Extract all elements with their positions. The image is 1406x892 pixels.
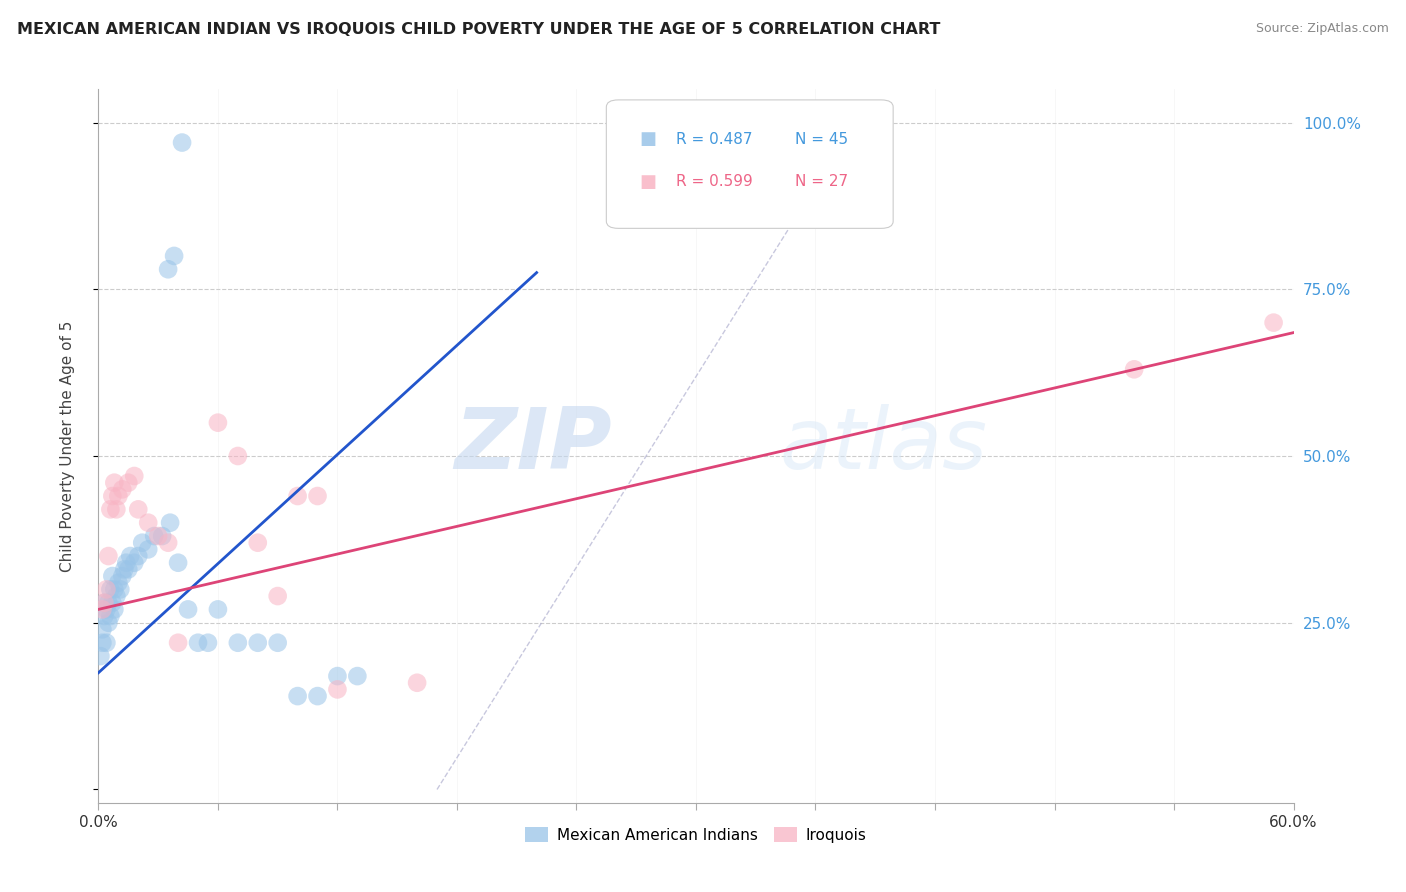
Point (101, 489, 124, 503)
Point (107, 489, 129, 503)
Point (267, 636, 290, 650)
Point (103, 475, 125, 490)
Point (115, 556, 138, 570)
Point (101, 596, 124, 610)
Point (346, 669, 368, 683)
Text: N = 27: N = 27 (796, 175, 848, 189)
Point (226, 449, 249, 463)
Point (157, 262, 180, 277)
Point (117, 475, 139, 490)
Text: ZIP: ZIP (454, 404, 613, 488)
Point (246, 535, 269, 549)
Text: ■: ■ (640, 173, 657, 191)
Point (91, 623, 114, 637)
Point (111, 483, 134, 497)
Point (1123, 362, 1146, 376)
Point (103, 582, 125, 597)
Text: R = 0.487: R = 0.487 (676, 132, 752, 146)
Point (96, 636, 118, 650)
Point (93, 609, 115, 624)
Text: R = 0.599: R = 0.599 (676, 175, 752, 189)
Point (107, 575, 129, 590)
Point (307, 489, 329, 503)
Point (187, 636, 209, 650)
Point (136, 516, 159, 530)
Point (326, 682, 349, 697)
Point (93, 596, 115, 610)
Point (143, 529, 166, 543)
Point (167, 556, 190, 570)
Point (98, 502, 122, 516)
Point (101, 569, 124, 583)
Point (120, 549, 142, 563)
Text: ■: ■ (640, 130, 657, 148)
Point (177, 602, 200, 616)
Point (246, 636, 269, 650)
Point (96, 602, 118, 616)
FancyBboxPatch shape (606, 100, 893, 228)
Point (207, 416, 229, 430)
Point (1263, 316, 1285, 330)
Point (89, 649, 111, 664)
Point (127, 549, 149, 563)
Text: N = 45: N = 45 (796, 132, 848, 146)
Text: atlas: atlas (779, 404, 987, 488)
Point (127, 502, 149, 516)
Point (105, 502, 128, 516)
Point (197, 636, 219, 650)
Point (112, 562, 135, 576)
Text: MEXICAN AMERICAN INDIAN VS IROQUOIS CHILD POVERTY UNDER THE AGE OF 5 CORRELATION: MEXICAN AMERICAN INDIAN VS IROQUOIS CHIL… (17, 22, 941, 37)
Point (157, 535, 180, 549)
Point (172, 136, 194, 150)
Point (131, 535, 153, 549)
Point (91, 602, 114, 616)
Point (307, 689, 329, 703)
Point (148, 529, 170, 543)
Point (226, 636, 249, 650)
Point (136, 542, 159, 557)
Point (110, 582, 132, 597)
Point (97, 596, 120, 610)
Y-axis label: Child Poverty Under the Age of 5: Child Poverty Under the Age of 5 (60, 320, 75, 572)
Point (124, 556, 146, 570)
Point (111, 569, 134, 583)
Point (98, 609, 122, 624)
Point (267, 589, 290, 603)
Legend: Mexican American Indians, Iroquois: Mexican American Indians, Iroquois (519, 821, 873, 848)
Point (117, 562, 139, 576)
Point (103, 602, 125, 616)
Point (97, 549, 120, 563)
Point (150, 529, 173, 543)
Point (97, 615, 120, 630)
Point (287, 689, 309, 703)
Point (287, 489, 309, 503)
Text: Source: ZipAtlas.com: Source: ZipAtlas.com (1256, 22, 1389, 36)
Point (93, 596, 115, 610)
Point (96, 582, 118, 597)
Point (163, 249, 186, 263)
Point (159, 516, 181, 530)
Point (98, 582, 122, 597)
Point (326, 669, 349, 683)
Point (406, 675, 429, 690)
Point (105, 589, 128, 603)
Point (124, 469, 146, 483)
Point (167, 636, 190, 650)
Point (91, 636, 114, 650)
Point (207, 602, 229, 616)
